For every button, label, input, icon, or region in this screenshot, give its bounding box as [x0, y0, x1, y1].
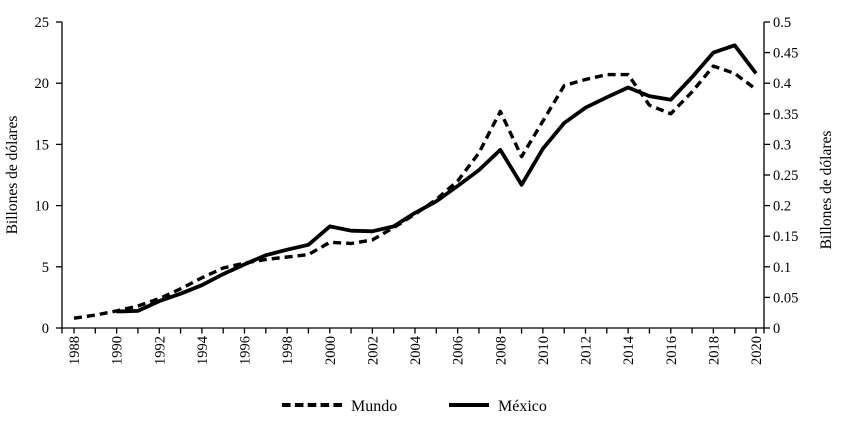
left-axis-tick-label: 15	[35, 137, 50, 153]
x-axis-tick-label: 1988	[67, 336, 83, 365]
x-axis-tick-label: 2020	[749, 336, 765, 365]
right-axis-tick-label: 0.25	[773, 168, 798, 184]
right-axis-tick-label: 0.4	[773, 76, 792, 92]
right-axis-tick-label: 0	[773, 321, 780, 337]
x-axis-tick-label: 2002	[365, 336, 381, 365]
x-axis-tick-label: 1992	[152, 336, 168, 365]
left-axis-tick-label: 0	[42, 321, 49, 337]
x-axis-tick-label: 2014	[621, 335, 637, 365]
legend-label-mundo: Mundo	[351, 398, 397, 415]
x-axis-tick-label: 2004	[408, 335, 424, 365]
series-line-mexico	[116, 43, 758, 314]
right-axis-tick-label: 0.1	[773, 260, 791, 276]
x-axis-tick-label: 1998	[280, 336, 296, 365]
left-axis-tick-label: 5	[42, 260, 49, 276]
right-axis-tick-label: 0.05	[773, 290, 798, 306]
x-axis-tick-label: 2010	[536, 336, 552, 365]
legend-label-mexico: México	[498, 398, 547, 415]
x-axis-tick-label: 2012	[579, 336, 595, 365]
x-axis-tick-label: 2016	[664, 336, 680, 365]
left-axis-tick-label: 10	[35, 199, 50, 215]
left-axis-tick-label: 20	[35, 76, 50, 92]
left-axis-tick-label: 25	[35, 15, 50, 31]
right-axis-tick-label: 0.45	[773, 46, 798, 62]
x-axis-tick-label: 1994	[195, 335, 211, 365]
right-axis-tick-label: 0.2	[773, 199, 791, 215]
x-axis-tick-label: 2008	[493, 336, 509, 365]
x-axis-tick-label: 2006	[451, 336, 467, 365]
right-axis-tick-label: 0.35	[773, 107, 798, 123]
right-axis-tick-label: 0.15	[773, 229, 798, 245]
x-axis-tick-label: 1990	[110, 336, 126, 365]
right-axis-tick-label: 0.5	[773, 15, 791, 31]
left-axis-title: Billones de dólares	[4, 116, 21, 235]
x-axis-tick-label: 1996	[238, 336, 254, 365]
x-axis-tick-label: 2000	[323, 336, 339, 365]
x-axis-tick-label: 2018	[706, 336, 722, 365]
right-axis-tick-label: 0.3	[773, 137, 791, 153]
right-axis-title: Billones de dólares	[818, 131, 835, 250]
